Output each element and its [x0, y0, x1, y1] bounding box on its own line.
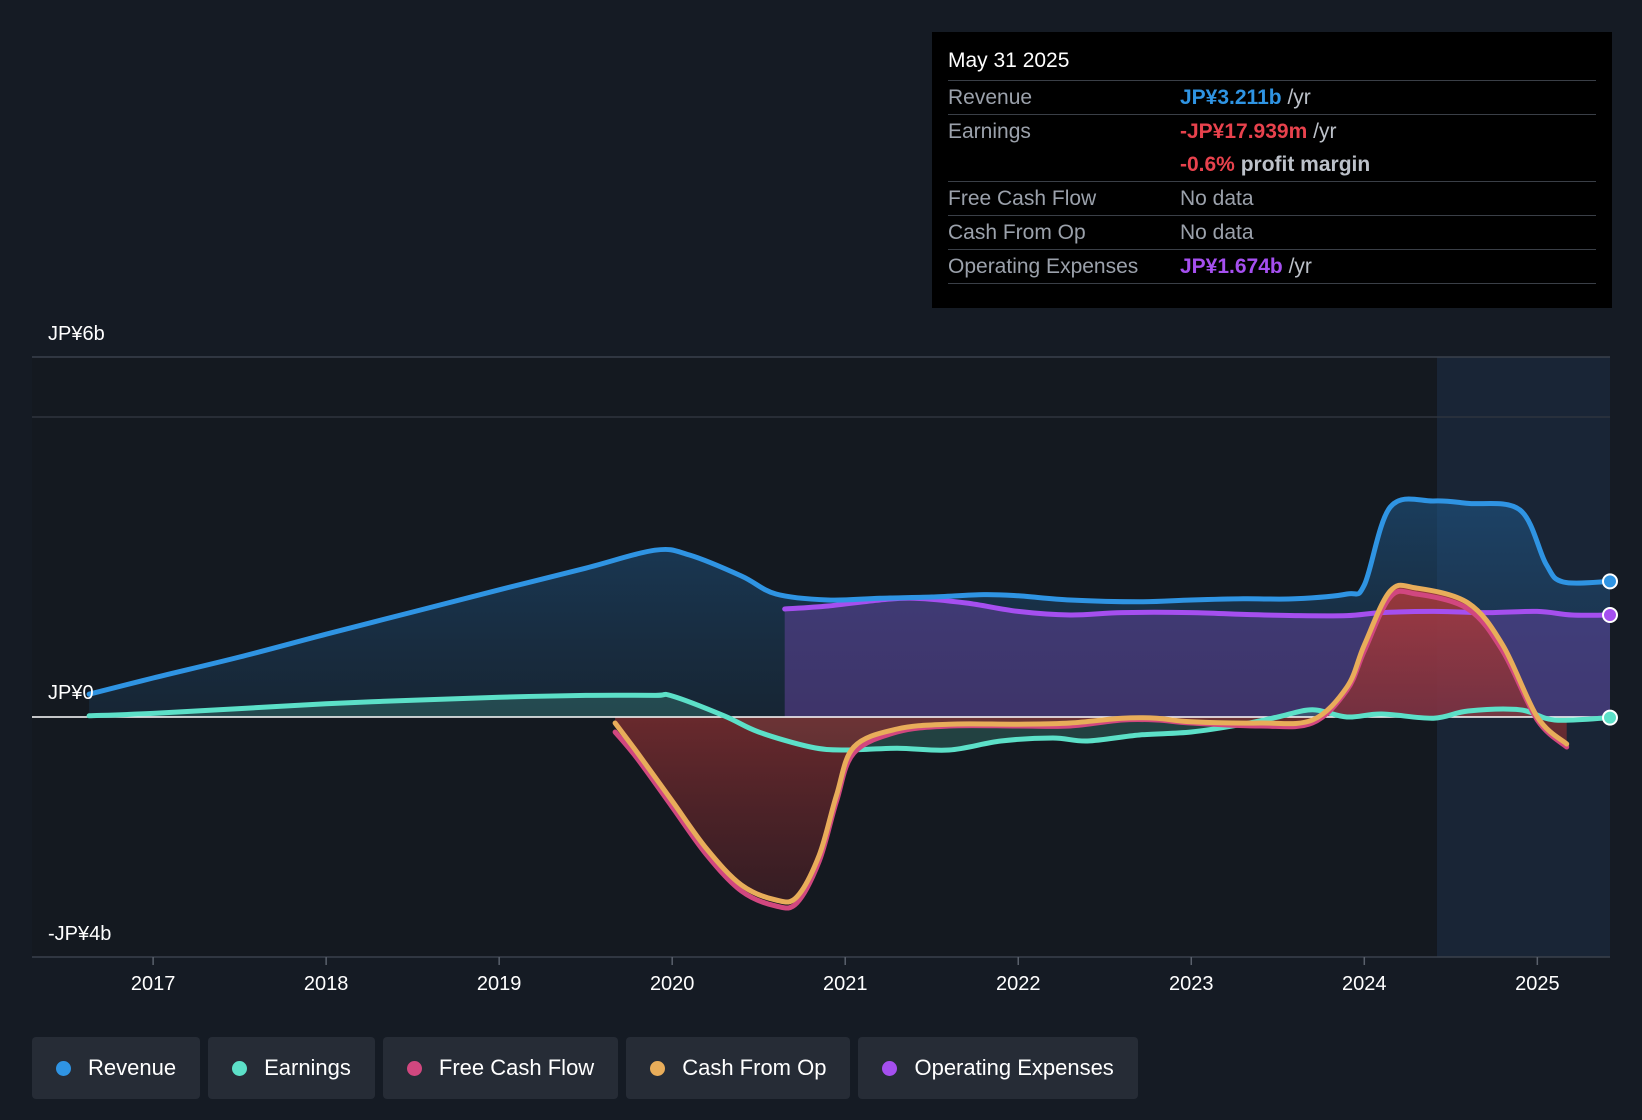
tooltip-earnings-label: Earnings — [948, 120, 1031, 143]
revenue-line — [86, 496, 1613, 697]
tooltip-row-cfo: Cash From Op No data — [948, 216, 1596, 250]
operating-expenses-end-marker — [1602, 607, 1618, 623]
x-tick-label: 2023 — [1169, 973, 1214, 995]
legend-cash-from-op-dot — [650, 1060, 666, 1076]
legend-free-cash-flow[interactable]: Free Cash Flow — [382, 1037, 619, 1099]
tooltip-revenue-label: Revenue — [948, 86, 1033, 109]
tooltip-earnings-value: -JP¥17.939m — [1180, 120, 1308, 143]
tooltip-revenue-value: JP¥3.211b — [1180, 86, 1282, 109]
legend-operating-expenses[interactable]: Operating Expenses — [858, 1037, 1138, 1099]
tooltip-cfo-label: Cash From Op — [948, 221, 1086, 244]
legend-revenue-dot — [56, 1060, 71, 1076]
legend-earnings[interactable]: Earnings — [208, 1037, 375, 1099]
revenue-end-marker — [1602, 573, 1618, 590]
legend-cash-from-op[interactable]: Cash From Op — [626, 1037, 851, 1099]
tooltip-row-opex: Operating Expenses JP¥1.674b /yr — [948, 250, 1596, 284]
tooltip-earnings-unit: /yr — [1313, 120, 1337, 143]
tooltip-opex-value: JP¥1.674b — [1180, 255, 1283, 278]
tooltip-cfo-value: No data — [1180, 221, 1254, 244]
tooltip-row-earnings: Earnings -JP¥17.939m /yr — [948, 115, 1596, 148]
tooltip-fcf-value: No data — [1180, 187, 1254, 210]
legend-operating-expenses-dot — [882, 1060, 898, 1076]
legend-revenue-label: Revenue — [88, 1055, 177, 1080]
tooltip-margin-label: profit margin — [1240, 153, 1371, 176]
tooltip-opex-label: Operating Expenses — [948, 255, 1139, 278]
x-tick-label: 2021 — [823, 973, 868, 995]
legend-free-cash-flow-label: Free Cash Flow — [438, 1055, 595, 1080]
y-label-top: JP¥6b — [48, 323, 105, 345]
legend-free-cash-flow-dot — [406, 1060, 422, 1076]
tooltip-margin-value: -0.6% — [1180, 153, 1235, 176]
tooltip-fcf-label: Free Cash Flow — [948, 187, 1097, 210]
x-tick-label: 2018 — [304, 973, 349, 995]
x-tick-label: 2025 — [1515, 973, 1560, 995]
legend-cash-from-op-label: Cash From Op — [682, 1055, 827, 1080]
revenue-area — [89, 498, 1611, 717]
x-tick-label: 2017 — [131, 973, 176, 995]
series-end-markers — [1602, 573, 1618, 726]
tooltip: May 31 2025 Revenue JP¥3.211b /yr Earnin… — [932, 32, 1612, 308]
chart: 2017 2018 2019 2020 2021 2022 2023 2024 2025 JP¥… — [32, 323, 1618, 995]
x-tick-label: 2022 — [996, 973, 1041, 995]
x-tick-label: 2019 — [477, 973, 522, 995]
legend-earnings-dot — [232, 1060, 248, 1076]
legend: Revenue Earnings Free Cash Flow Cash Fro… — [32, 1037, 1138, 1099]
tooltip-opex-unit: /yr — [1288, 255, 1312, 278]
tooltip-row-revenue: Revenue JP¥3.211b /yr — [948, 81, 1596, 115]
legend-revenue[interactable]: Revenue — [32, 1037, 201, 1099]
earnings-line — [86, 691, 1613, 753]
cash-from-op-line — [612, 582, 1570, 905]
free-cash-flow-line — [612, 588, 1570, 911]
tooltip-date: May 31 2025 — [948, 46, 1596, 81]
legend-operating-expenses-label: Operating Expenses — [914, 1055, 1114, 1080]
tooltip-revenue-unit: /yr — [1287, 86, 1311, 109]
earnings-end-marker — [1602, 709, 1618, 726]
legend-earnings-label: Earnings — [264, 1055, 351, 1080]
x-tick-label: 2020 — [650, 973, 695, 995]
x-tick-label: 2024 — [1342, 973, 1387, 995]
y-label-bottom: -JP¥4b — [48, 923, 111, 945]
tooltip-row-margin: -0.6% profit margin — [948, 148, 1596, 182]
tooltip-row-fcf: Free Cash Flow No data — [948, 182, 1596, 216]
x-axis: 2017 2018 2019 2020 2021 2022 2023 2024 2025 — [131, 957, 1560, 995]
series-lines — [86, 496, 1613, 911]
y-label-zero: JP¥0 — [48, 682, 94, 704]
